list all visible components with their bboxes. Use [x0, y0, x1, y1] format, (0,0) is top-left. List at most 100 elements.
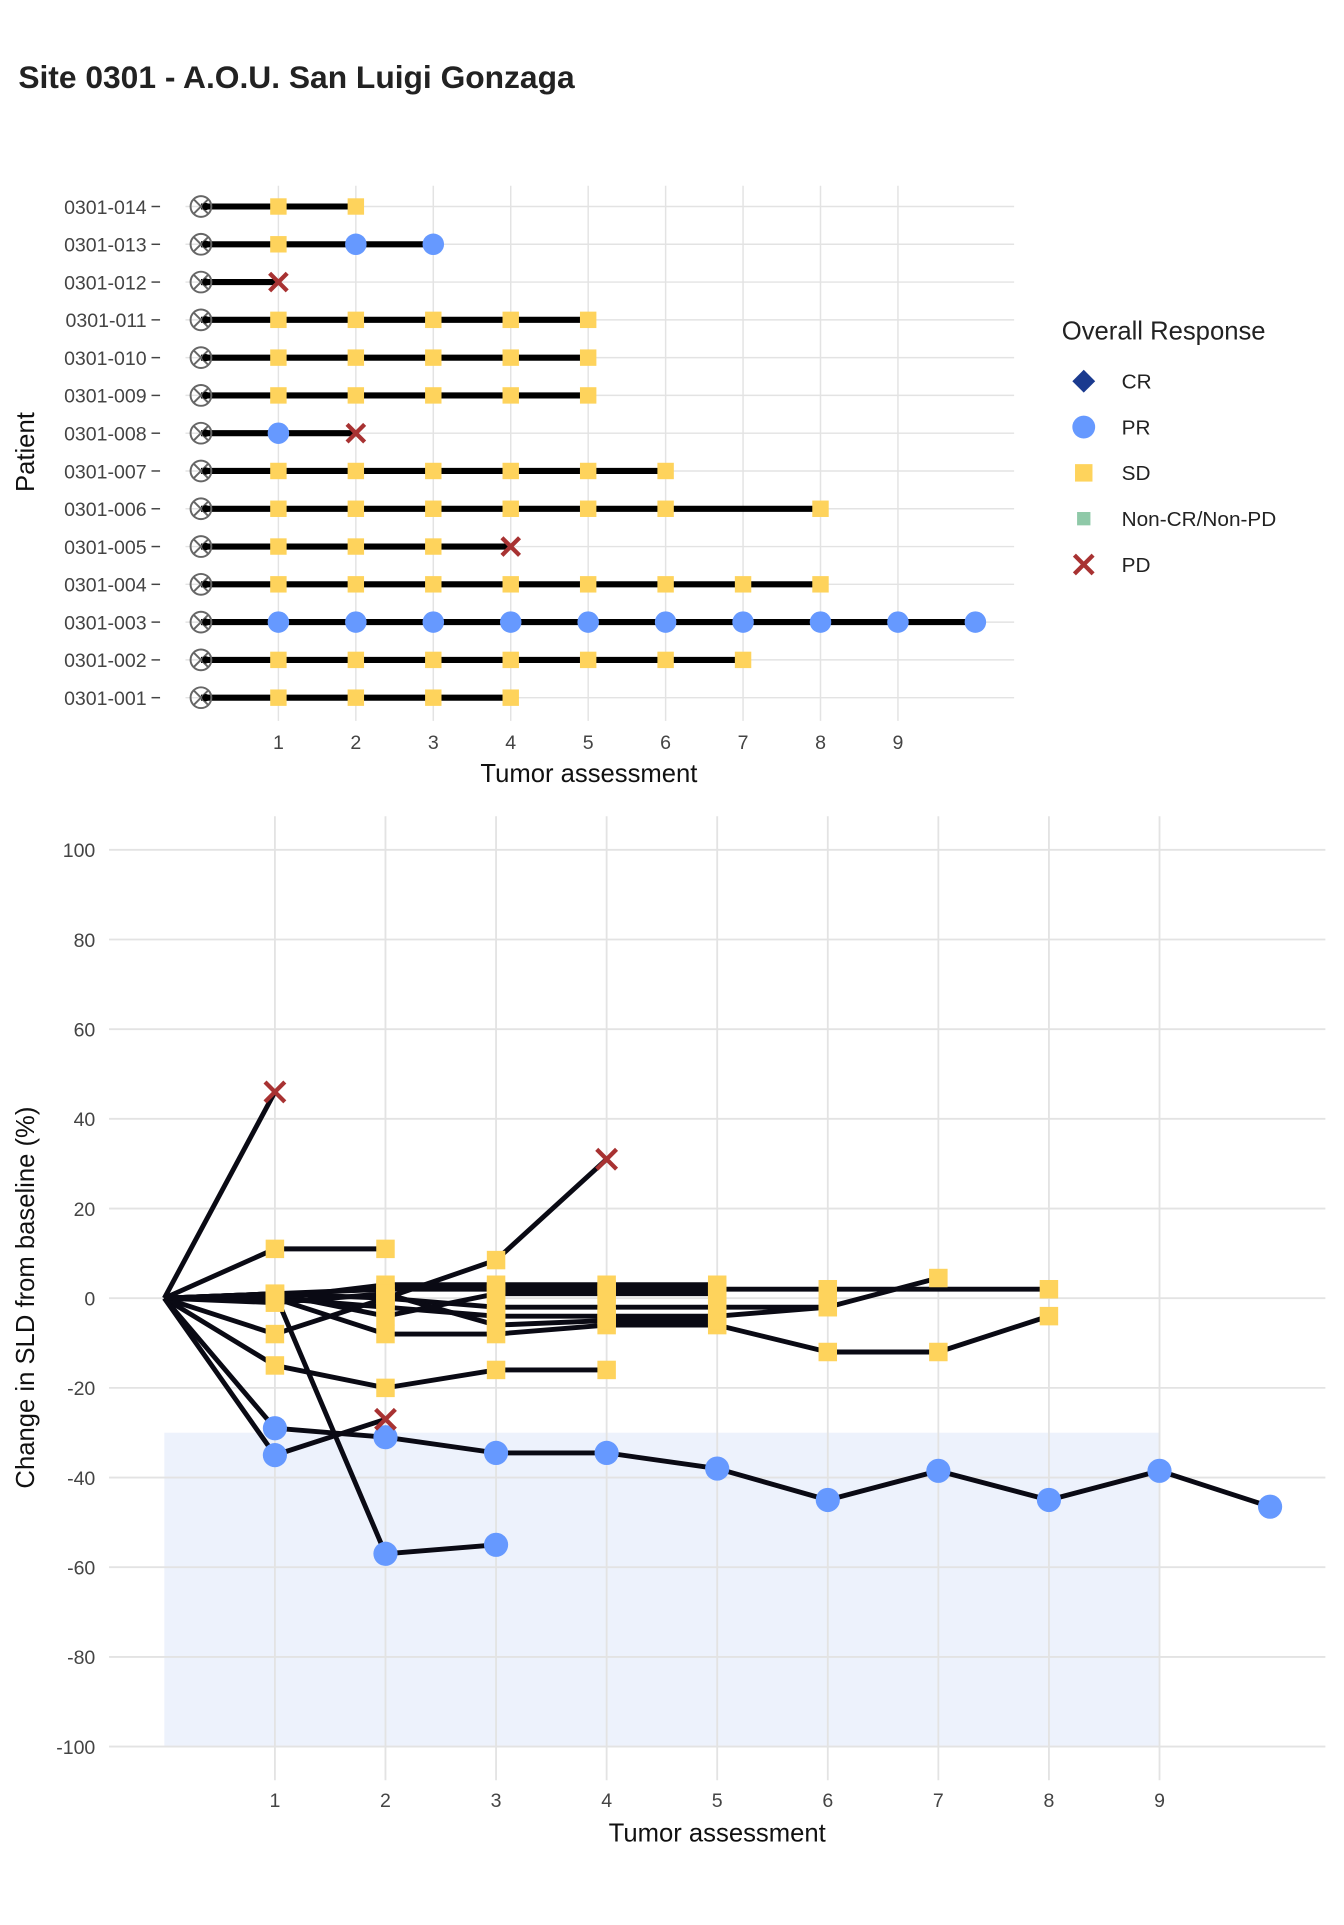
x-tick-label: 4 — [601, 1790, 612, 1812]
x-tick-label: 7 — [933, 1790, 944, 1812]
x-tick-label: 1 — [273, 732, 284, 754]
y-tick-label: 0301-011 — [66, 310, 147, 332]
y-tick-label: 60 — [74, 1020, 96, 1042]
x-tick-label: 1 — [269, 1790, 280, 1812]
x-tick-label: 9 — [1154, 1790, 1165, 1812]
baseline-marker-cross — [192, 538, 209, 555]
y-tick-label: 0301-010 — [64, 348, 147, 370]
baseline-dot — [202, 202, 210, 211]
baseline-marker-cross — [192, 651, 209, 668]
marker-sd — [347, 198, 365, 215]
x-tick-label: 8 — [815, 732, 826, 754]
marker-sd — [597, 1311, 616, 1330]
marker-sd — [347, 462, 365, 480]
y-tick-label: 0301-006 — [64, 499, 147, 521]
x-axis-title: Tumor assessment — [609, 1819, 826, 1847]
baseline-marker — [189, 610, 213, 634]
marker-pr — [422, 611, 445, 633]
baseline-marker — [189, 346, 213, 369]
marker-sd — [597, 1275, 616, 1294]
marker-sd — [1075, 464, 1093, 482]
baseline-dot — [202, 429, 210, 437]
baseline-marker — [189, 384, 213, 407]
marker-pd — [1072, 553, 1095, 576]
marker-sd — [486, 1315, 506, 1335]
response-region — [164, 1432, 1160, 1747]
marker-sd — [270, 311, 287, 329]
baseline-dot — [202, 353, 210, 362]
y-tick-label: 0 — [84, 1289, 95, 1311]
marker-sd — [579, 500, 597, 517]
baseline-marker-cross — [192, 236, 209, 253]
y-tick-label: -40 — [67, 1468, 95, 1490]
baseline-marker — [189, 421, 213, 445]
baseline-marker — [189, 572, 213, 596]
baseline-dot — [202, 467, 210, 475]
marker-pd — [374, 1407, 397, 1431]
marker-sd — [657, 651, 674, 669]
marker-sd — [818, 1297, 838, 1317]
marker-sd — [734, 651, 752, 669]
baseline-marker-cross — [192, 349, 209, 366]
marker-pr — [815, 1487, 840, 1513]
marker-sd — [1039, 1306, 1059, 1326]
marker-sd — [502, 500, 519, 517]
marker-sd — [376, 1324, 395, 1344]
marker-sd — [734, 576, 752, 593]
x-tick-label: 6 — [660, 732, 671, 754]
marker-pr — [267, 611, 290, 633]
marker-sd — [265, 1239, 285, 1259]
marker-sd — [657, 462, 674, 480]
legend-label: PR — [1122, 416, 1151, 439]
marker-sd — [425, 311, 442, 329]
marker-sd — [347, 651, 365, 669]
marker-sd — [486, 1275, 506, 1294]
baseline-marker-cross — [192, 462, 209, 480]
marker-pr — [345, 611, 367, 633]
x-tick-label: 2 — [350, 732, 361, 754]
marker-pr — [483, 1440, 509, 1465]
marker-sd — [347, 538, 365, 555]
marker-sd — [425, 576, 442, 593]
baseline-marker-cross — [192, 689, 209, 706]
y-tick-label: 0301-013 — [64, 235, 147, 257]
baseline-marker — [189, 308, 213, 332]
legend-label: SD — [1122, 462, 1151, 485]
marker-pd — [268, 271, 289, 293]
marker-pd — [263, 1080, 287, 1104]
marker-sd — [502, 349, 519, 366]
legend-label: Non-CR/Non-PD — [1122, 508, 1277, 531]
marker-pd — [345, 422, 367, 444]
baseline-marker-cross — [192, 198, 209, 215]
baseline-marker — [189, 232, 213, 256]
marker-sd — [347, 349, 365, 366]
marker-sd — [425, 349, 442, 366]
marker-sd — [425, 538, 442, 555]
x-axis-title: Tumor assessment — [480, 760, 697, 788]
marker-sd — [376, 1378, 395, 1398]
x-tick-label: 3 — [491, 1790, 502, 1812]
marker-cr — [1072, 369, 1096, 393]
y-axis-title: Patient — [12, 412, 40, 492]
y-tick-label: 100 — [63, 840, 96, 862]
x-tick-label: 7 — [738, 732, 749, 754]
x-tick-label: 9 — [893, 732, 904, 754]
spider-line — [164, 1282, 718, 1301]
marker-sd — [502, 576, 519, 593]
x-tick-label: 4 — [505, 732, 516, 754]
y-axis-title: Change in SLD from baseline (%) — [12, 1107, 40, 1489]
marker-sd — [502, 651, 519, 669]
marker-sd — [265, 1324, 285, 1344]
marker-sd — [270, 576, 287, 593]
marker-sd — [376, 1306, 395, 1326]
baseline-marker-cross — [192, 614, 209, 631]
marker-sd — [347, 387, 365, 404]
y-tick-label: 40 — [74, 1109, 96, 1131]
marker-sd — [812, 576, 829, 593]
marker-pr — [483, 1532, 509, 1557]
y-tick-label: 80 — [74, 930, 96, 952]
baseline-dot — [202, 505, 210, 513]
marker-sd — [579, 576, 597, 593]
baseline-marker — [189, 648, 213, 672]
